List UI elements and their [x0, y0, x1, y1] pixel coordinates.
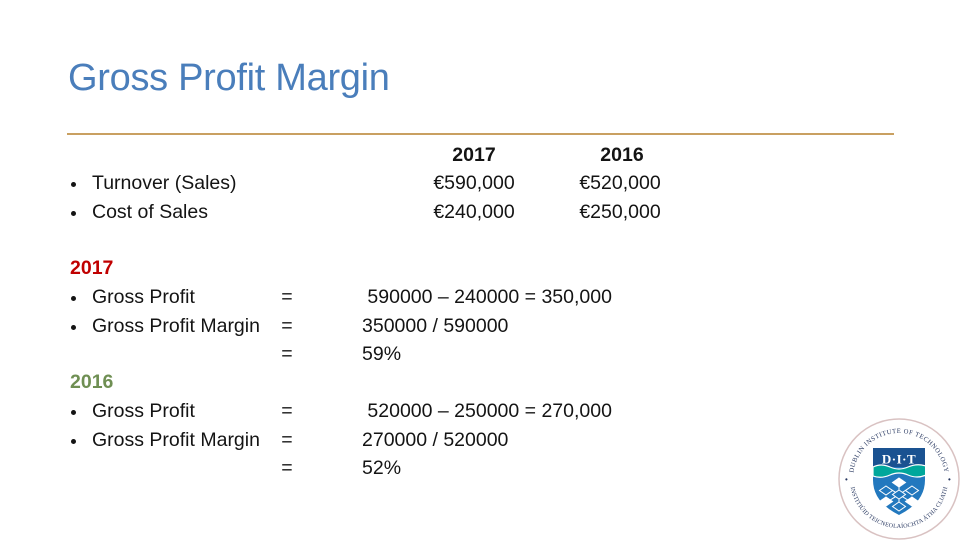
logo-acronym: D·I·T: [882, 452, 916, 467]
cost-of-sales-label: Cost of Sales: [92, 201, 208, 223]
logo-shield: D·I·T: [873, 448, 925, 515]
bullet-icon: [71, 410, 76, 415]
gross-profit-margin-calc-2016: 270000 / 520000: [362, 429, 509, 451]
gross-profit-margin-label: Gross Profit Margin: [92, 315, 260, 337]
gross-profit-margin-result-2017: 59%: [362, 343, 402, 365]
column-header-2017: 2017: [452, 144, 496, 166]
turnover-label: Turnover (Sales): [92, 172, 237, 194]
section-heading-2017: 2017: [70, 257, 114, 279]
section-heading-2016: 2016: [70, 371, 114, 393]
bullet-icon: [71, 211, 76, 216]
bullet-icon: [71, 325, 76, 330]
equals-sign: =: [281, 400, 293, 422]
equals-sign: =: [281, 343, 293, 365]
gross-profit-calc-2017: 590000 – 240000 = 350,000: [362, 286, 612, 308]
slide-title: Gross Profit Margin: [68, 57, 390, 99]
equals-sign: =: [281, 286, 293, 308]
gross-profit-margin-calc-2017: 350000 / 590000: [362, 315, 509, 337]
equals-sign: =: [281, 429, 293, 451]
logo-ring-separator: •: [845, 475, 848, 484]
dit-logo: DUBLIN INSTITUTE OF TECHNOLOGY INSTITIÚI…: [838, 418, 960, 540]
title-divider: [67, 133, 894, 135]
bullet-icon: [71, 182, 76, 187]
bullet-icon: [71, 439, 76, 444]
cost-value-2016: €250,000: [579, 201, 661, 223]
gross-profit-margin-result-2016: 52%: [362, 457, 402, 479]
turnover-value-2017: €590,000: [433, 172, 515, 194]
cost-value-2017: €240,000: [433, 201, 515, 223]
gross-profit-label: Gross Profit: [92, 286, 195, 308]
turnover-value-2016: €520,000: [579, 172, 661, 194]
logo-crystal-icon: [878, 477, 920, 512]
gross-profit-label: Gross Profit: [92, 400, 195, 422]
equals-sign: =: [281, 457, 293, 479]
gross-profit-calc-2016: 520000 – 250000 = 270,000: [362, 400, 612, 422]
equals-sign: =: [281, 315, 293, 337]
logo-ring-separator: •: [948, 475, 951, 484]
gross-profit-margin-label: Gross Profit Margin: [92, 429, 260, 451]
bullet-icon: [71, 296, 76, 301]
column-header-2016: 2016: [600, 144, 644, 166]
